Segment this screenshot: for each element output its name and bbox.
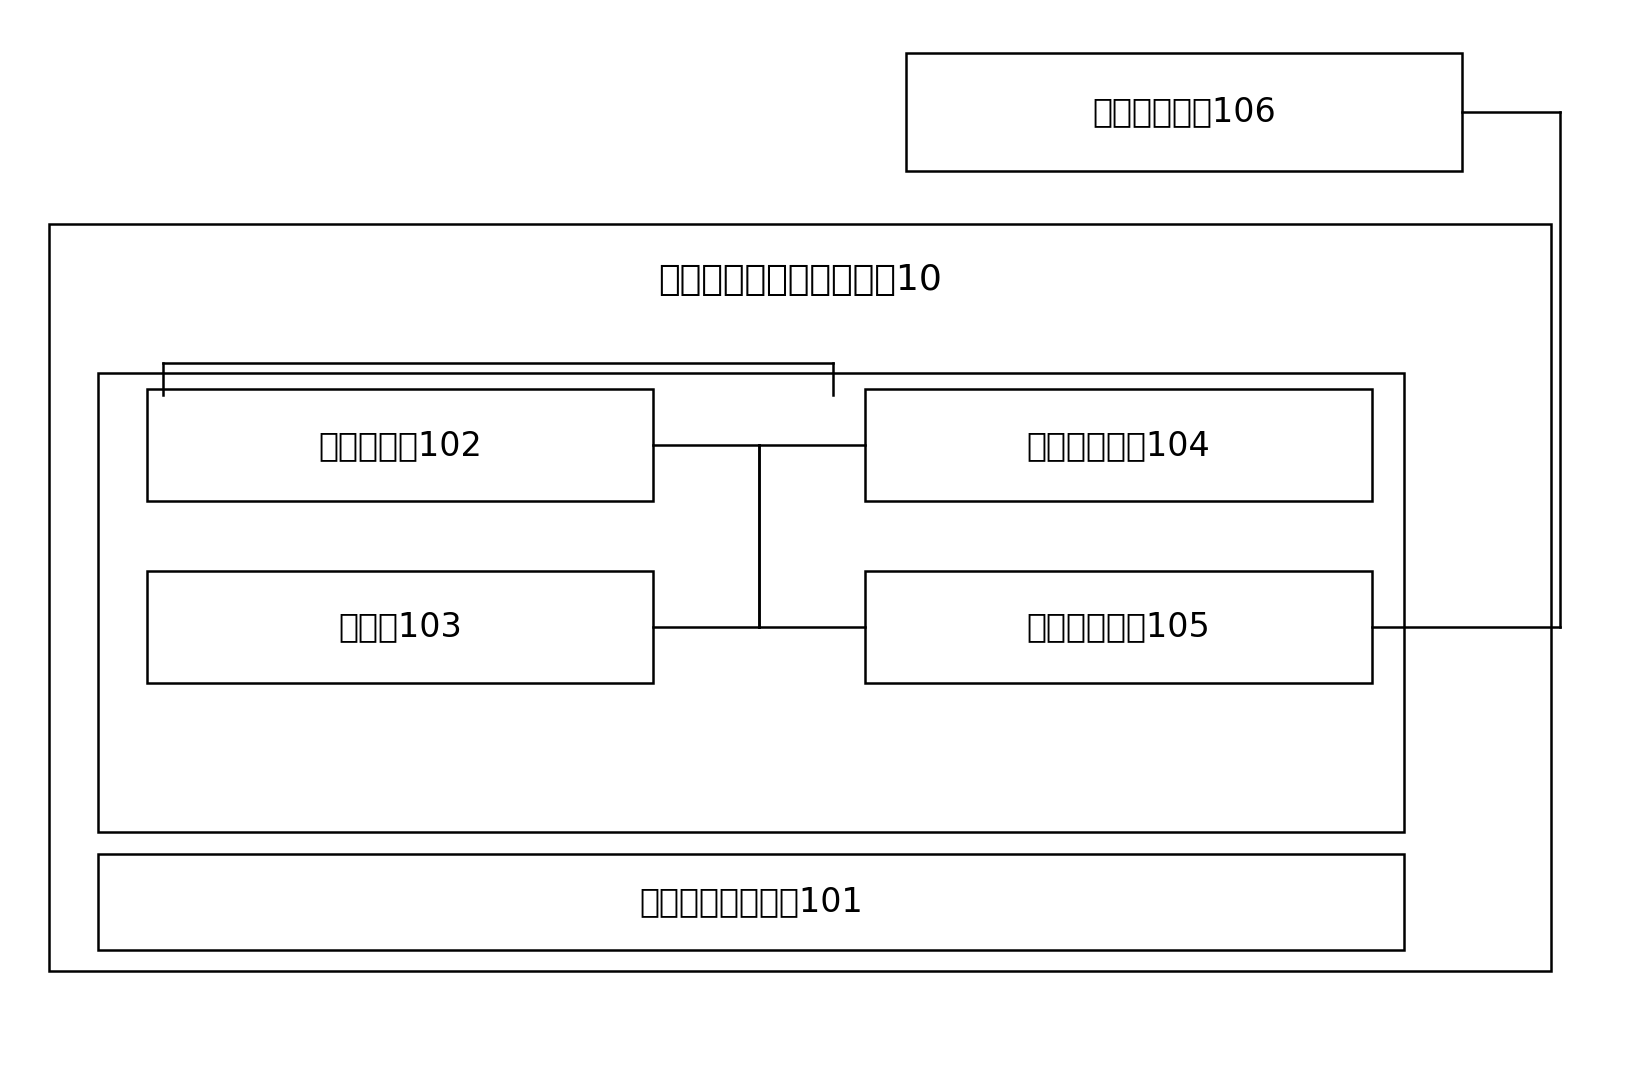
Bar xyxy=(147,571,653,683)
Bar xyxy=(98,854,1404,950)
Bar xyxy=(906,53,1461,171)
Text: 无线通信模块105: 无线通信模块105 xyxy=(1027,610,1209,643)
Bar xyxy=(865,571,1371,683)
Text: 远程控制平台106: 远程控制平台106 xyxy=(1092,96,1275,128)
Text: 第一传感器102: 第一传感器102 xyxy=(318,429,481,462)
Bar xyxy=(865,389,1371,501)
Text: 定位器103: 定位器103 xyxy=(338,610,462,643)
Bar xyxy=(98,373,1404,832)
Text: 运动控制模块104: 运动控制模块104 xyxy=(1027,429,1209,462)
Text: 通信装置的移动部署平台10: 通信装置的移动部署平台10 xyxy=(658,262,942,297)
Bar xyxy=(49,224,1550,971)
Text: 移动部署平台本体101: 移动部署平台本体101 xyxy=(638,886,863,918)
Bar xyxy=(147,389,653,501)
